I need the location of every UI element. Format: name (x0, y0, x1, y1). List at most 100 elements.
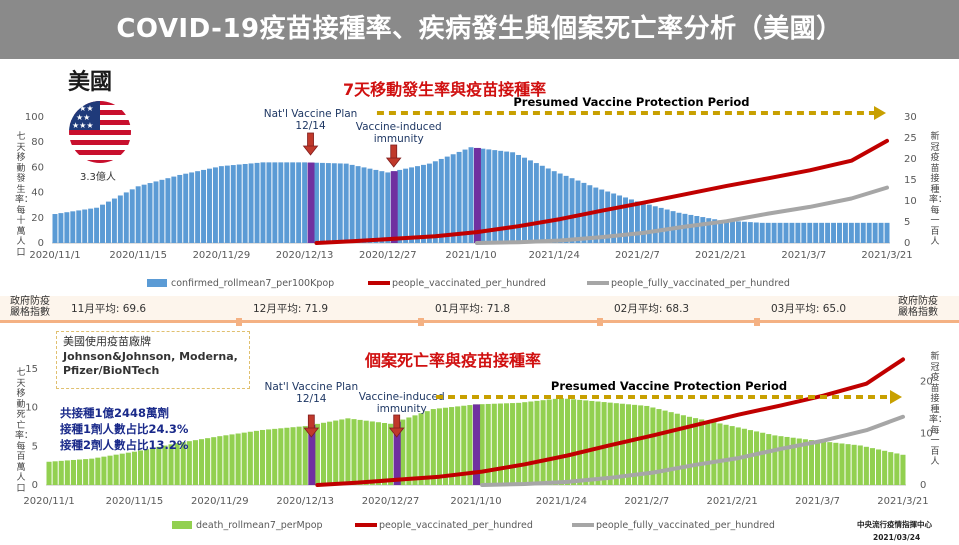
top-bar (438, 158, 444, 243)
bottom-bar (162, 445, 168, 485)
bottom-bar (76, 459, 83, 485)
top-bar (450, 154, 456, 243)
bottom-immunity-arrow-icon (388, 414, 405, 438)
top-bar (420, 164, 426, 243)
top-xtick-label: 2021/2/21 (695, 250, 746, 261)
top-bar (426, 163, 432, 243)
bottom-bar (467, 405, 473, 485)
bottom-bar (784, 436, 790, 485)
bottom-bar (778, 436, 784, 485)
bottom-bar (766, 434, 772, 485)
top-bar (94, 207, 100, 243)
top-bar (623, 197, 628, 243)
top-bar (813, 222, 819, 243)
top-bar (367, 168, 373, 243)
top-bar (741, 221, 747, 243)
top-bar (694, 216, 700, 243)
stringency-month-mar: 03月平均: 65.0 (757, 300, 888, 319)
bottom-bar (314, 423, 320, 485)
top-protection-arrowhead-icon (874, 106, 886, 120)
stat-dose2: 接種2劑人數占比13.2% (60, 438, 189, 452)
bottom-bar (113, 454, 119, 485)
bottom-bar (186, 441, 192, 485)
stringency-label-right: 政府防疫嚴格指數 (898, 296, 938, 318)
bottom-bar (217, 436, 223, 485)
stringency-month-jan-text: 01月平均: 71.8 (435, 303, 511, 315)
bottom-bar (137, 450, 144, 485)
top-xtick-label: 2021/1/24 (529, 250, 580, 261)
top-bar (207, 168, 212, 243)
top-bar (539, 165, 545, 243)
top-bar (272, 162, 278, 243)
top-bar (284, 162, 290, 243)
bottom-bar (125, 452, 131, 485)
bottom-bar (345, 418, 351, 485)
bottom-bar (583, 400, 589, 485)
bottom-bar (278, 428, 284, 485)
bottom-bar (894, 453, 900, 485)
stringency-timeline (0, 320, 959, 323)
bottom-bar (442, 407, 449, 485)
top-y2tick-label: 10 (904, 196, 917, 207)
vaccine-brand-line2: Pfizer/BioNTech (63, 364, 160, 377)
top-bar (70, 211, 76, 243)
bottom-legend-line2-label: people_fully_vaccinated_per_hundred (596, 520, 775, 531)
top-y2tick-label: 15 (904, 175, 917, 186)
bottom-bar (632, 404, 638, 485)
top-bar (640, 203, 646, 243)
bottom-bar (546, 399, 552, 485)
top-bar (117, 195, 123, 243)
top-immunity-arrow-icon (385, 144, 402, 168)
top-bar (266, 162, 272, 243)
bottom-bar (284, 427, 290, 485)
top-bar (492, 150, 498, 243)
top-bar (533, 163, 539, 243)
bottom-bar (534, 400, 540, 485)
bottom-marker-bar (393, 421, 401, 485)
bottom-bar (802, 439, 808, 485)
bottom-bar (497, 403, 503, 485)
top-bar (634, 201, 640, 243)
stat-total-doses: 共接種1億2448萬劑 (60, 406, 170, 420)
top-bar (527, 160, 533, 243)
top-bar (379, 171, 385, 243)
top-bar (522, 157, 527, 243)
top-y2tick-label: 5 (904, 217, 910, 228)
top-bar (409, 167, 415, 243)
bottom-plan-date: 12/14 (296, 393, 327, 405)
bottom-xtick-label: 2021/2/7 (624, 496, 669, 507)
top-marker-bar (473, 147, 481, 243)
bottom-immunity-label: Vaccine-induced (359, 391, 445, 403)
top-bar (177, 174, 183, 243)
top-bar (771, 222, 777, 243)
bottom-bar (516, 402, 522, 485)
top-bar (325, 163, 331, 243)
stringency-tick-dec (236, 318, 242, 326)
top-chart-ylabel: 七天移動發生率：每十萬人口 (15, 132, 34, 258)
top-xtick-label: 2020/12/27 (359, 250, 417, 261)
bottom-bar (522, 402, 528, 485)
top-ytick-label: 0 (38, 238, 44, 249)
bottom-bar (131, 451, 137, 485)
bottom-bar (601, 402, 607, 485)
top-bar (189, 172, 195, 243)
top-bar (735, 221, 741, 243)
bottom-bar (89, 458, 95, 485)
top-bar (854, 222, 860, 243)
top-bar (385, 172, 391, 243)
top-bar (236, 164, 242, 243)
top-bar (195, 171, 201, 243)
top-bar (153, 181, 159, 243)
footer-source: 中央流行疫情指揮中心 (857, 520, 932, 529)
top-bar (551, 171, 557, 243)
top-bar (510, 152, 516, 243)
bottom-ytick-label: 5 (32, 441, 38, 452)
top-bar (700, 217, 706, 243)
top-bar (605, 191, 611, 243)
top-bar (516, 154, 522, 243)
bottom-bar (772, 435, 778, 485)
top-bar (230, 165, 236, 243)
bottom-bar (180, 442, 186, 485)
bottom-bar (375, 422, 381, 485)
top-bar (403, 168, 409, 243)
